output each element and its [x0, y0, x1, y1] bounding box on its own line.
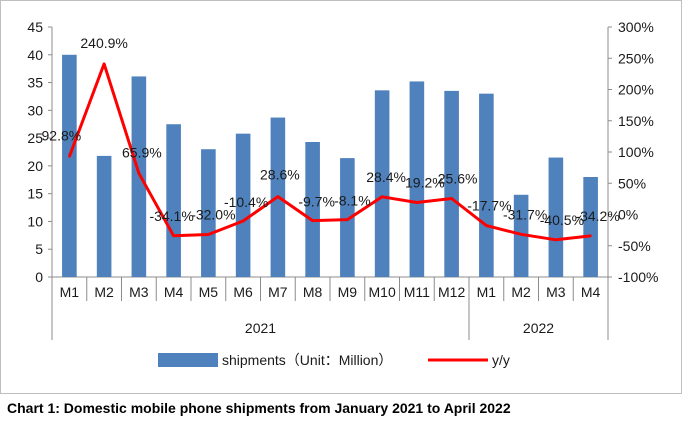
legend: shipments（Unit：Million） y/y: [158, 352, 510, 368]
bar: [235, 133, 251, 277]
yoy-data-label: 25.6%: [438, 171, 478, 187]
y-right-tick-label: 250%: [618, 50, 654, 66]
bar: [62, 54, 77, 278]
axes: 0 5 10 15 20 25 30 35 40 45 -100% -50% 0% 50% 100% 150%…: [27, 19, 658, 340]
bar: [201, 149, 216, 277]
y-left-tick-label: 10: [27, 213, 43, 229]
bar: [340, 158, 355, 277]
y-right-tick-label: 50%: [618, 175, 646, 191]
y-left-tick-label: 20: [27, 158, 43, 174]
y-left-tick-label: 5: [35, 241, 43, 257]
legend-swatch-shipments: [158, 353, 218, 367]
yoy-data-label: 92.8%: [42, 128, 82, 144]
group-label: 2021: [245, 320, 276, 336]
bar: [479, 93, 494, 278]
x-tick-label: M7: [268, 284, 288, 300]
y-right-tick-label: 200%: [618, 82, 654, 98]
yoy-point: [241, 219, 245, 223]
yoy-data-label: -17.7%: [467, 198, 511, 214]
bar: [548, 157, 564, 277]
yoy-point: [311, 219, 314, 222]
yoy-point: [207, 233, 210, 236]
line-series: [67, 62, 592, 242]
yoy-data-label: -40.5%: [540, 212, 584, 228]
yoy-point: [554, 238, 558, 242]
yoy-point: [346, 218, 349, 221]
x-tick-label: M8: [303, 284, 323, 300]
bar: [166, 124, 181, 277]
x-tick-label: M5: [199, 284, 219, 300]
x-tick-label: M4: [581, 284, 601, 300]
x-tick-label: M9: [338, 284, 358, 300]
group-label: 2022: [523, 320, 554, 336]
x-tick-label: M2: [94, 284, 114, 300]
legend-label-yoy: y/y: [492, 352, 510, 368]
y-left-tick-label: 0: [35, 269, 43, 285]
bar: [513, 194, 529, 277]
y-left-tick-label: 40: [27, 47, 43, 63]
bar: [583, 177, 598, 277]
bar: [409, 81, 425, 277]
y-left-tick-label: 15: [27, 186, 43, 202]
yoy-data-label: -10.4%: [224, 194, 268, 210]
y-left-tick-label: 25: [27, 130, 43, 146]
yoy-data-label: 19.2%: [405, 175, 445, 191]
yoy-point: [485, 224, 488, 227]
chart-caption: Chart 1: Domestic mobile phone shipments…: [7, 400, 511, 416]
yoy-point: [589, 234, 592, 238]
yoy-data-label: -8.1%: [334, 193, 371, 209]
yoy-point: [276, 195, 280, 198]
x-tick-label: M1: [60, 284, 80, 300]
legend-label-shipments: shipments（Unit：Million）: [222, 352, 392, 368]
x-tick-label: M12: [438, 284, 465, 300]
y-left-tick-label: 45: [27, 19, 43, 35]
yoy-point: [172, 234, 175, 238]
y-right-tick-label: 100%: [618, 144, 654, 160]
data-labels: 92.8% 240.9% 65.9% -34.1%-32.0%-10.4% 28.6% -…: [42, 35, 620, 228]
yoy-data-label: -34.2%: [575, 208, 619, 224]
y-right-tick-label: -100%: [618, 269, 658, 285]
yoy-line: [67, 62, 591, 242]
x-tick-label: M2: [511, 284, 531, 300]
x-tick-label: M3: [129, 284, 149, 300]
x-tick-label: M1: [477, 284, 497, 300]
bar: [131, 76, 147, 277]
x-tick-label: M11: [404, 284, 430, 300]
y-right-tick-label: 150%: [618, 113, 654, 129]
yoy-point: [68, 155, 71, 158]
yoy-data-label: -32.0%: [191, 207, 235, 223]
y-left-tick-label: 30: [27, 102, 43, 118]
x-tick-label: M4: [164, 284, 184, 300]
y-left-tick-label: 35: [27, 75, 43, 91]
yoy-point: [519, 233, 523, 236]
yoy-data-label: 65.9%: [122, 144, 162, 160]
yoy-data-label: -31.7%: [503, 206, 547, 222]
yoy-data-label: 240.9%: [80, 35, 127, 51]
y-right-tick-label: -50%: [618, 238, 651, 254]
bar-series: [62, 54, 598, 278]
bar: [305, 142, 320, 277]
yoy-data-label: 28.4%: [366, 169, 406, 185]
yoy-data-label: -9.7%: [298, 194, 335, 210]
x-tick-label: M10: [369, 284, 396, 300]
x-tick-label: M6: [233, 284, 253, 300]
yoy-point: [415, 201, 419, 204]
yoy-data-label: 28.6%: [260, 167, 300, 183]
bar: [444, 90, 459, 277]
yoy-point: [137, 172, 141, 175]
bar: [374, 90, 390, 277]
x-tick-label: M3: [546, 284, 566, 300]
yoy-point: [380, 195, 384, 198]
y-right-tick-label: 300%: [618, 19, 654, 35]
bar: [96, 155, 112, 277]
yoy-point: [102, 62, 106, 66]
yoy-data-label: -34.1%: [149, 208, 193, 224]
y-right-tick-label: 0%: [618, 207, 638, 223]
yoy-point: [450, 197, 453, 200]
